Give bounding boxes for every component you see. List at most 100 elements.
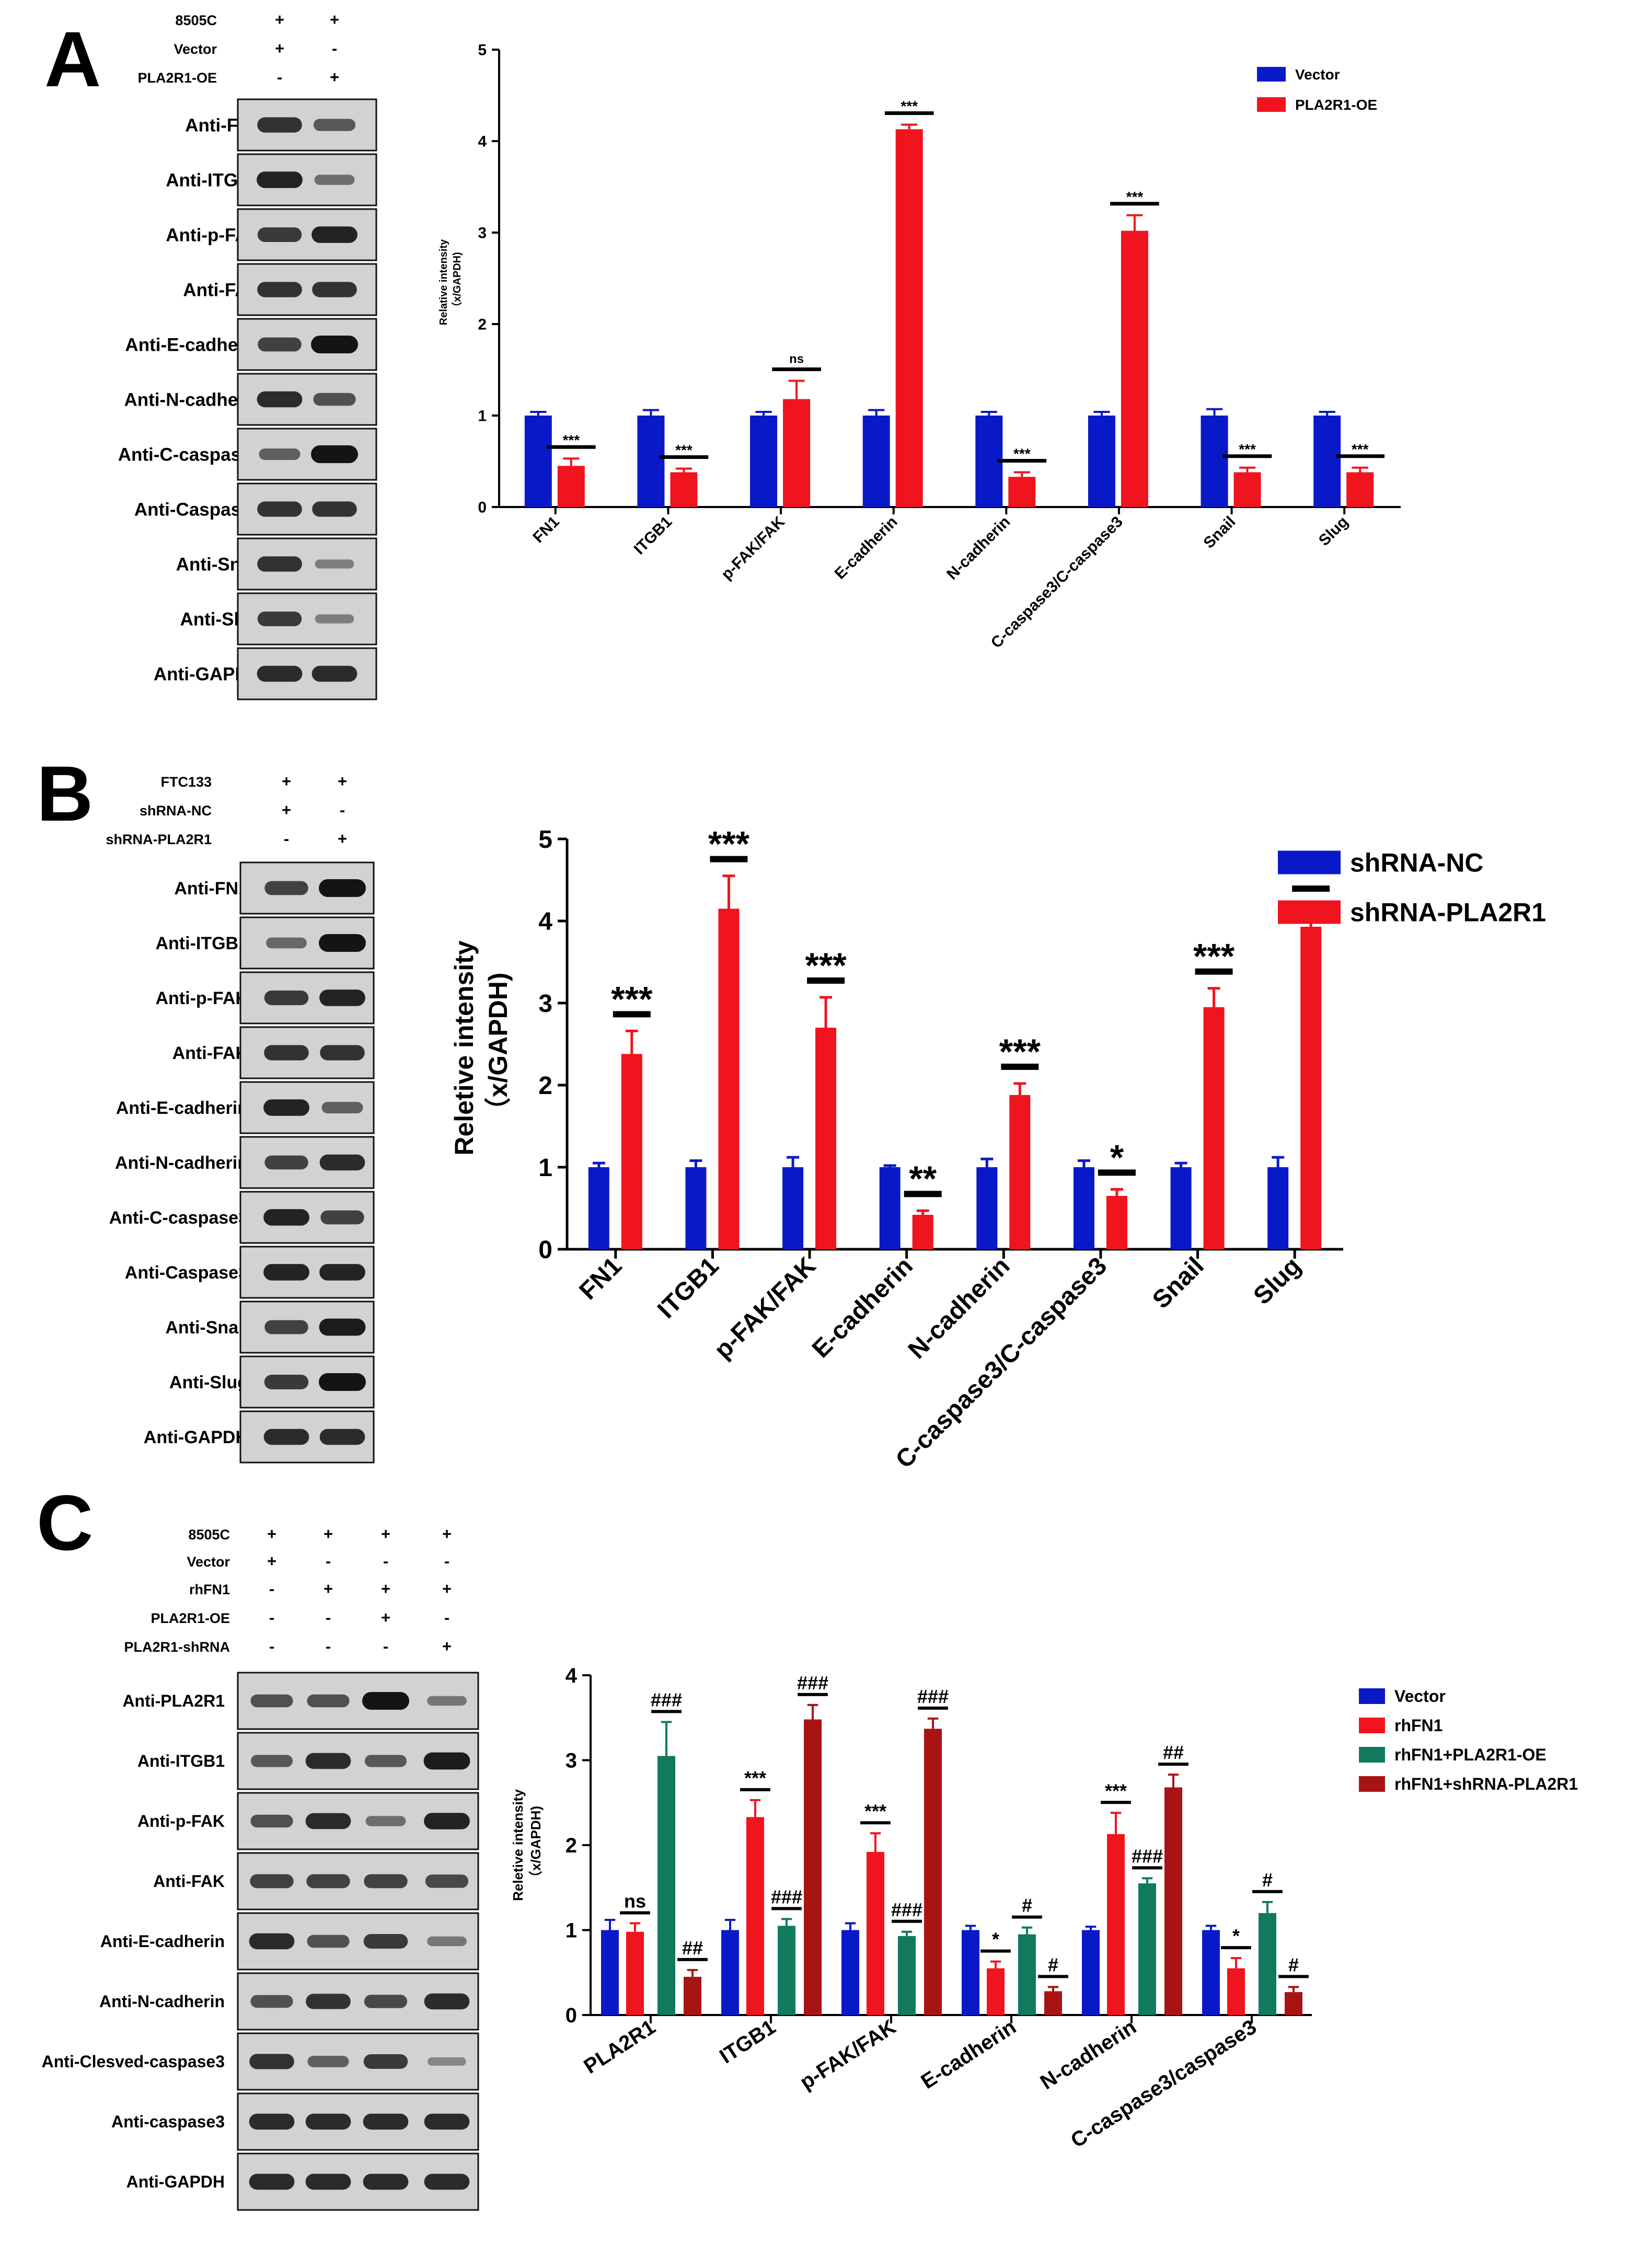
blot-band-label: Anti-caspase3 xyxy=(111,2112,225,2131)
y-axis-label-unit: （x/GAPDH) xyxy=(528,1806,544,1884)
y-tick-label: 2 xyxy=(538,1072,552,1100)
blot-band xyxy=(249,2113,295,2130)
legend-swatch xyxy=(1359,1688,1385,1704)
y-tick-label: 3 xyxy=(538,990,552,1018)
bar xyxy=(1170,1167,1192,1249)
legend-label: PLA2R1-OE xyxy=(1295,97,1377,113)
significance-label: ### xyxy=(797,1672,828,1694)
panel-b-label: B xyxy=(37,750,93,837)
significance-label: ### xyxy=(891,1899,922,1920)
blot-band xyxy=(263,1209,309,1226)
bar xyxy=(912,1215,933,1249)
blot-band xyxy=(307,2056,349,2067)
blot-band xyxy=(363,2054,408,2069)
blot-band xyxy=(424,1813,470,1829)
blot-condition-mark: + xyxy=(267,1552,276,1570)
significance-label: *** xyxy=(1126,189,1144,205)
bar xyxy=(1138,1883,1156,2015)
bar xyxy=(1202,1930,1220,2015)
blot-band xyxy=(257,391,303,408)
blot-band xyxy=(249,1933,295,1950)
legend-swatch xyxy=(1359,1747,1385,1763)
blot-band xyxy=(257,117,302,133)
blot-condition-mark: + xyxy=(442,1525,452,1543)
x-tick-label: C-caspase3/C-caspase3 xyxy=(988,513,1126,652)
blot-condition-mark: + xyxy=(381,1525,390,1543)
x-tick-label: E-cadherin xyxy=(832,513,901,583)
blot-band-label: Anti-Snail xyxy=(165,1318,248,1338)
x-tick-label: Snail xyxy=(1147,1252,1209,1314)
y-tick-label: 1 xyxy=(566,1919,577,1942)
blot-band xyxy=(257,282,302,297)
blot-band xyxy=(315,614,354,624)
bar xyxy=(588,1167,609,1249)
blot-band xyxy=(427,1696,467,1706)
x-tick-label: Slug xyxy=(1248,1252,1306,1310)
blot-band xyxy=(311,226,357,243)
blot-band xyxy=(257,171,303,188)
blot-band xyxy=(319,1318,366,1336)
y-axis-label: Relative intensity xyxy=(438,239,449,325)
blot-band-label: Anti-E-cadherin xyxy=(100,1932,225,1951)
blot-condition-mark: + xyxy=(442,1637,452,1655)
bar xyxy=(1088,416,1115,507)
bar xyxy=(1346,472,1374,507)
x-tick-label: N-cadherin xyxy=(1036,2016,1140,2094)
blot-band xyxy=(250,1694,293,1708)
blot-condition-label: PLA2R1-OE xyxy=(151,1610,230,1626)
y-axis-label-unit: （x/GAPDH) xyxy=(483,973,513,1124)
blot-band xyxy=(313,393,356,406)
blot-band xyxy=(363,2173,409,2190)
bar xyxy=(657,1756,675,2015)
panel-c-label: C xyxy=(37,1479,93,1567)
significance-label: ns xyxy=(624,1891,646,1912)
y-tick-label: 2 xyxy=(478,316,487,333)
blot-band xyxy=(424,2113,470,2130)
bar xyxy=(1008,477,1036,507)
x-tick-label: ITGB1 xyxy=(716,2016,780,2068)
blot-band xyxy=(250,1995,293,2008)
bar xyxy=(1201,416,1228,507)
blot-band xyxy=(257,556,302,572)
x-tick-label: E-cadherin xyxy=(807,1252,918,1363)
blot-band-label: Anti-p-FAK xyxy=(137,1812,225,1830)
bar xyxy=(684,1976,701,2015)
y-axis-label: Reletive intensity xyxy=(449,940,479,1155)
blot-band xyxy=(314,175,355,185)
blot-band xyxy=(311,445,358,463)
bar xyxy=(1227,1968,1245,2015)
bar xyxy=(862,416,890,507)
bar xyxy=(1233,472,1261,507)
legend-label: shRNA-NC xyxy=(1350,848,1484,878)
y-tick-label: 0 xyxy=(538,1236,552,1264)
significance-label: *** xyxy=(562,432,580,448)
bar xyxy=(804,1719,822,2015)
blot-condition-mark: + xyxy=(282,772,291,790)
bar xyxy=(962,1930,979,2015)
blot-band xyxy=(319,1429,365,1445)
blot-band xyxy=(306,1874,350,1889)
bar xyxy=(746,1817,764,2015)
chart-panel-a: 0 1 2 3 4 5 Relative intensity （x/GAPDH) FN1 ITGB… xyxy=(438,42,1401,652)
blot-band xyxy=(428,2057,466,2066)
significance-label: ** xyxy=(909,1159,937,1199)
x-tick-label: p-FAK/FAK xyxy=(796,2016,900,2094)
blot-band xyxy=(258,337,302,352)
bar xyxy=(718,908,740,1249)
y-tick-label: 5 xyxy=(478,42,487,59)
bar xyxy=(557,466,585,507)
y-tick-label: 1 xyxy=(538,1154,552,1182)
blot-band xyxy=(264,1155,308,1170)
blot-band xyxy=(257,227,302,242)
blot-band-label: Anti-E-cadherin xyxy=(116,1098,248,1118)
blot-condition-mark: - xyxy=(444,1608,449,1627)
significance-label: *** xyxy=(1352,441,1369,457)
blot-band xyxy=(264,881,308,895)
y-axis-label-unit: （x/GAPDH) xyxy=(451,252,463,313)
blot-band xyxy=(307,1935,350,1948)
blot-condition-label: 8505C xyxy=(188,1527,230,1542)
legend-label: shRNA-PLA2R1 xyxy=(1350,898,1546,927)
y-tick-label: 2 xyxy=(566,1834,577,1857)
